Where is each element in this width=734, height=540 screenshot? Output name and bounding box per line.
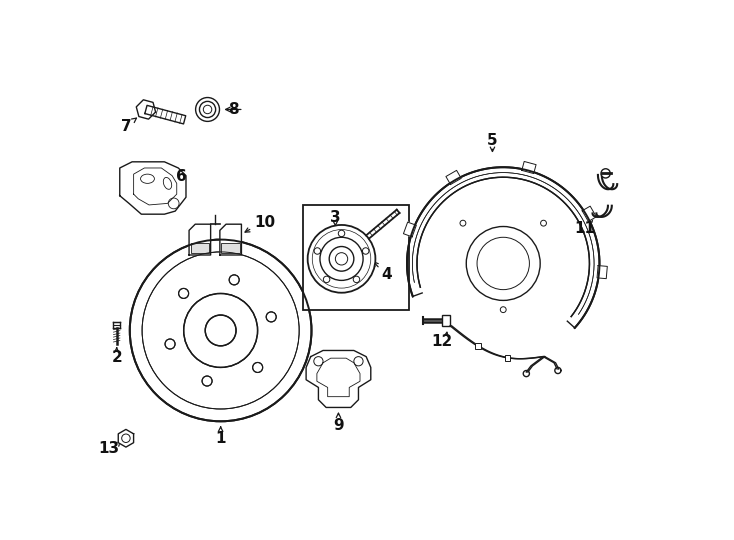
Polygon shape xyxy=(220,224,241,255)
Text: 7: 7 xyxy=(120,119,131,134)
Circle shape xyxy=(129,239,312,422)
Polygon shape xyxy=(118,429,134,447)
Bar xyxy=(191,242,209,253)
Circle shape xyxy=(320,237,363,280)
Polygon shape xyxy=(145,105,186,124)
Circle shape xyxy=(466,226,540,300)
Circle shape xyxy=(130,240,311,421)
Circle shape xyxy=(308,225,375,293)
Text: 3: 3 xyxy=(330,210,341,225)
Polygon shape xyxy=(137,100,156,119)
Text: 12: 12 xyxy=(431,334,452,349)
Text: 6: 6 xyxy=(176,169,186,184)
Bar xyxy=(505,355,510,361)
Polygon shape xyxy=(120,162,186,214)
Circle shape xyxy=(203,105,212,114)
Bar xyxy=(303,205,410,309)
Bar xyxy=(442,315,450,326)
Text: 5: 5 xyxy=(487,133,498,148)
Text: 9: 9 xyxy=(333,417,344,433)
Polygon shape xyxy=(404,222,416,237)
Polygon shape xyxy=(582,206,596,221)
Text: 10: 10 xyxy=(254,215,275,230)
Circle shape xyxy=(330,247,354,271)
Circle shape xyxy=(195,98,219,122)
Polygon shape xyxy=(522,161,536,173)
Polygon shape xyxy=(189,224,211,255)
Circle shape xyxy=(406,166,600,361)
Text: 1: 1 xyxy=(215,431,226,445)
Circle shape xyxy=(200,102,216,118)
Polygon shape xyxy=(306,350,371,408)
Text: 4: 4 xyxy=(381,267,391,282)
Polygon shape xyxy=(446,170,461,185)
Text: 8: 8 xyxy=(228,102,239,117)
Bar xyxy=(222,242,240,253)
Text: 13: 13 xyxy=(98,441,120,456)
Bar xyxy=(475,343,481,349)
Polygon shape xyxy=(597,266,607,279)
Circle shape xyxy=(601,169,610,178)
Text: 11: 11 xyxy=(574,220,595,235)
Text: 2: 2 xyxy=(112,350,122,365)
